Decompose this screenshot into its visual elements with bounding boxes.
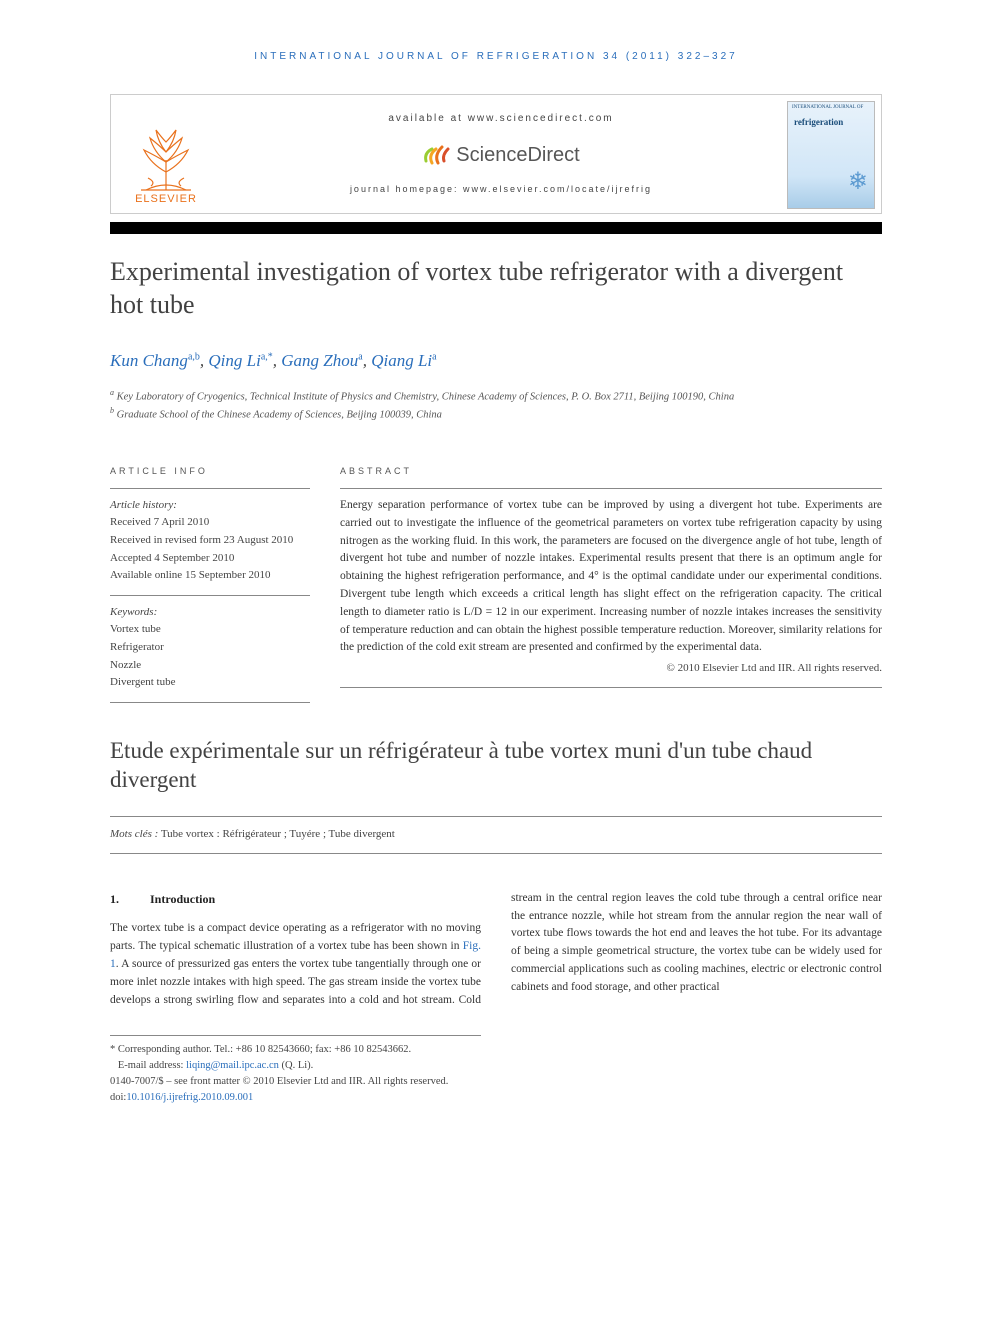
mots-cles-label: Mots clés : bbox=[110, 828, 158, 840]
elsevier-wordmark: ELSEVIER bbox=[135, 192, 197, 207]
author-1[interactable]: Kun Chang bbox=[110, 351, 188, 370]
abstract-column: ABSTRACT Energy separation performance o… bbox=[340, 451, 882, 703]
mots-cles-block: Mots clés : Tube vortex : Réfrigérateur … bbox=[110, 816, 882, 853]
history-label: Article history: bbox=[110, 497, 310, 515]
doi-line: doi:10.1016/j.ijrefrig.2010.09.001 bbox=[110, 1090, 481, 1106]
footnotes: * Corresponding author. Tel.: +86 10 825… bbox=[110, 1035, 481, 1105]
article-info-column: ARTICLE INFO Article history: Received 7… bbox=[110, 451, 310, 703]
cover-journal-title: refrigeration bbox=[794, 116, 843, 129]
article-history: Article history: Received 7 April 2010 R… bbox=[110, 488, 310, 595]
black-divider-bar bbox=[110, 222, 882, 234]
author-3-affil: a bbox=[358, 351, 362, 362]
running-head: INTERNATIONAL JOURNAL OF REFRIGERATION 3… bbox=[110, 50, 882, 64]
author-2-affil: a,* bbox=[261, 351, 273, 362]
abstract-label: ABSTRACT bbox=[340, 451, 882, 488]
email-line: E-mail address: liqing@mail.ipc.ac.cn (Q… bbox=[110, 1058, 481, 1074]
sciencedirect-swirl-icon bbox=[422, 143, 452, 167]
copyright-line: © 2010 Elsevier Ltd and IIR. All rights … bbox=[340, 661, 882, 687]
author-3[interactable]: Gang Zhou bbox=[281, 351, 358, 370]
author-4[interactable]: Qiang Li bbox=[371, 351, 432, 370]
author-2[interactable]: Qing Li bbox=[208, 351, 260, 370]
page: INTERNATIONAL JOURNAL OF REFRIGERATION 3… bbox=[0, 0, 992, 1145]
body-two-column: 1.Introduction The vortex tube is a comp… bbox=[110, 890, 882, 1010]
author-4-affil: a bbox=[432, 351, 436, 362]
affiliation-b: b Graduate School of the Chinese Academy… bbox=[110, 405, 882, 423]
available-at-text: available at www.sciencedirect.com bbox=[388, 112, 613, 126]
info-abstract-row: ARTICLE INFO Article history: Received 7… bbox=[110, 451, 882, 703]
authors-line: Kun Changa,b, Qing Lia,*, Gang Zhoua, Qi… bbox=[110, 349, 882, 373]
affiliation-a: a Key Laboratory of Cryogenics, Technica… bbox=[110, 387, 882, 405]
accepted-date: Accepted 4 September 2010 bbox=[110, 550, 310, 568]
keywords-block: Keywords: Vortex tube Refrigerator Nozzl… bbox=[110, 595, 310, 703]
online-date: Available online 15 September 2010 bbox=[110, 567, 310, 585]
keywords-label: Keywords: bbox=[110, 604, 310, 622]
french-title: Etude expérimentale sur un réfrigérateur… bbox=[110, 737, 882, 795]
received-date: Received 7 April 2010 bbox=[110, 514, 310, 532]
front-matter-line: 0140-7007/$ – see front matter © 2010 El… bbox=[110, 1074, 481, 1090]
author-1-affil: a,b bbox=[188, 351, 200, 362]
mots-cles-list: Tube vortex : Réfrigérateur ; Tuyére ; T… bbox=[158, 828, 395, 840]
abstract-text: Energy separation performance of vortex … bbox=[340, 488, 882, 657]
section-title: Introduction bbox=[150, 892, 215, 906]
section-heading: 1.Introduction bbox=[110, 890, 481, 909]
affiliations: a Key Laboratory of Cryogenics, Technica… bbox=[110, 387, 882, 424]
email-link[interactable]: liqing@mail.ipc.ac.cn bbox=[186, 1060, 279, 1071]
corresponding-author: * Corresponding author. Tel.: +86 10 825… bbox=[110, 1042, 481, 1058]
journal-banner: ELSEVIER available at www.sciencedirect.… bbox=[110, 94, 882, 214]
journal-homepage-text: journal homepage: www.elsevier.com/locat… bbox=[350, 183, 652, 196]
cover-top-text: INTERNATIONAL JOURNAL OF bbox=[792, 104, 863, 111]
keyword-2: Refrigerator bbox=[110, 639, 310, 657]
doi-link[interactable]: 10.1016/j.ijrefrig.2010.09.001 bbox=[126, 1092, 253, 1103]
sciencedirect-logo[interactable]: ScienceDirect bbox=[422, 141, 579, 169]
elsevier-tree-icon bbox=[126, 122, 206, 192]
section-number: 1. bbox=[110, 890, 150, 909]
banner-center: available at www.sciencedirect.com Scien… bbox=[221, 95, 781, 213]
article-info-label: ARTICLE INFO bbox=[110, 451, 310, 488]
article-title: Experimental investigation of vortex tub… bbox=[110, 256, 882, 321]
journal-cover-thumb: INTERNATIONAL JOURNAL OF refrigeration ❄ bbox=[787, 101, 875, 209]
snowflake-icon: ❄ bbox=[848, 166, 868, 200]
keyword-1: Vortex tube bbox=[110, 621, 310, 639]
keyword-3: Nozzle bbox=[110, 657, 310, 675]
sciencedirect-text: ScienceDirect bbox=[456, 141, 579, 169]
elsevier-logo-box: ELSEVIER bbox=[111, 95, 221, 213]
journal-cover-box: INTERNATIONAL JOURNAL OF refrigeration ❄ bbox=[781, 95, 881, 213]
revised-date: Received in revised form 23 August 2010 bbox=[110, 532, 310, 550]
keyword-4: Divergent tube bbox=[110, 674, 310, 692]
